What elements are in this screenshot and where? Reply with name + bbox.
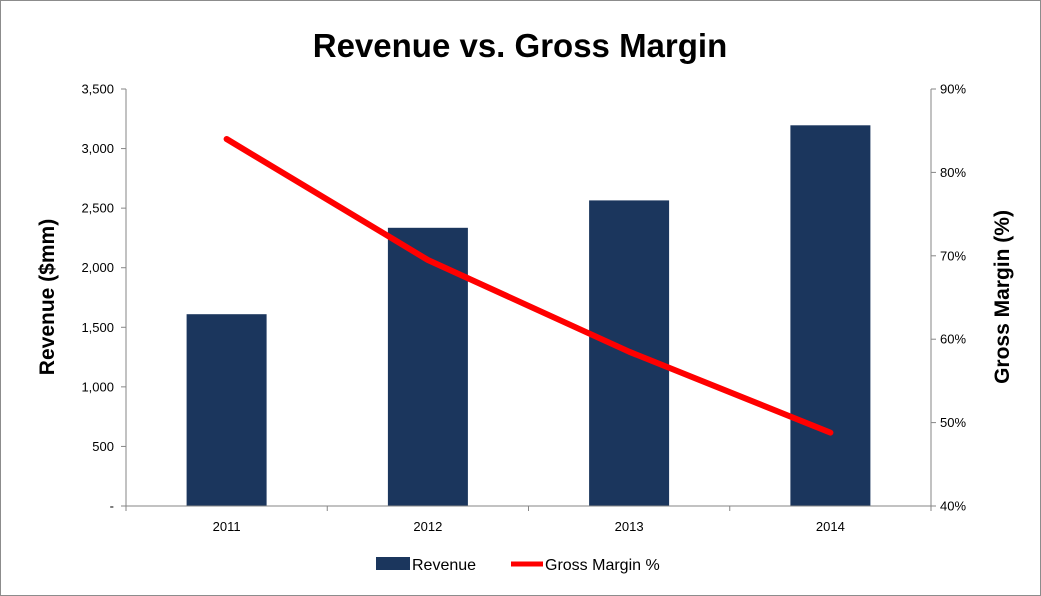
line-layer (223, 136, 834, 436)
point-gross-margin-2013 (628, 351, 630, 353)
x-tick-label-2013: 2013 (615, 519, 644, 534)
y-right-tick-label-40: 40% (940, 499, 966, 514)
y-left-axis-title: Revenue ($mm) (36, 219, 59, 375)
bar-revenue-2011 (186, 314, 267, 506)
chart-title: Revenue vs. Gross Margin (313, 27, 727, 64)
point-gross-margin-2011 (226, 138, 228, 140)
x-tick-label-2011: 2011 (213, 519, 241, 534)
line-gross-margin (223, 136, 834, 436)
bars-layer (186, 125, 871, 507)
y-left-tick-label-1000: 1,000 (81, 379, 114, 394)
x-tick-label-2014: 2014 (816, 519, 845, 534)
y-right-axis-title: Gross Margin (%) (991, 210, 1014, 384)
y-left-tick-label-500: 500 (92, 439, 114, 454)
point-gross-margin-2014 (829, 432, 831, 434)
legend-label-gross-margin: Gross Margin % (545, 557, 660, 574)
bar-revenue-2014 (790, 125, 871, 507)
legend-label-revenue: Revenue (412, 557, 476, 574)
y-right-tick-label-70: 70% (940, 248, 966, 263)
y-left-tick-label-1500: 1,500 (81, 320, 114, 335)
y-left-tick-label-3500: 3,500 (81, 82, 114, 97)
y-left-tick-label-3000: 3,000 (81, 141, 114, 156)
y-right-tick-label-60: 60% (940, 332, 966, 347)
y-right-tick-label-80: 80% (940, 165, 966, 180)
point-gross-margin-2012 (427, 259, 429, 261)
y-left-tick-label-0: - (110, 499, 114, 514)
legend-swatch-revenue (376, 557, 410, 570)
y-left-tick-label-2000: 2,000 (81, 260, 114, 275)
y-right-tick-label-90: 90% (940, 82, 966, 97)
x-tick-label-2012: 2012 (413, 519, 442, 534)
y-left-tick-label-2500: 2,500 (81, 201, 114, 216)
legend: Revenue Gross Margin % (376, 557, 660, 574)
y-right-tick-label-50: 50% (940, 415, 966, 430)
ticks-layer: - 500 1,000 1,500 2,000 2,500 3,000 3,500 40% 50%… (81, 82, 966, 535)
